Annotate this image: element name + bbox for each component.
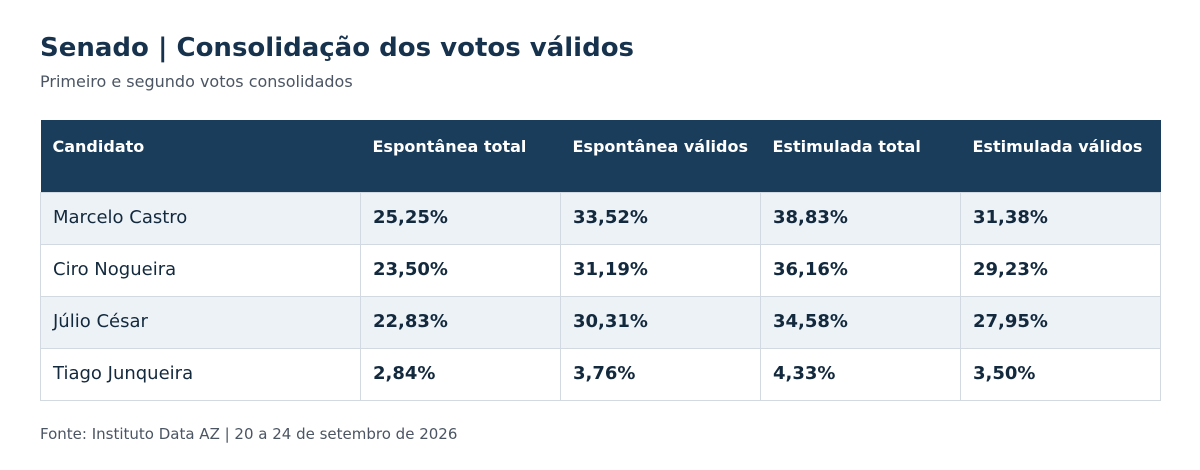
spontaneous-valid-cell: 3,76% [560, 347, 761, 401]
column-header-candidate: Candidato [52, 137, 145, 156]
page-title: Senado | Consolidação dos votos válidos [40, 33, 635, 63]
candidate-name: Tiago Junqueira [40, 347, 361, 401]
stimulated-total-cell: 38,83% [760, 191, 961, 245]
spontaneous-valid-cell: 30,31% [560, 295, 761, 349]
column-header-spontaneous-valid: Espontânea válidos [572, 137, 749, 156]
column-header-stimulated-total: Estimulada total [772, 137, 921, 156]
column-header-spontaneous-total: Espontânea total [372, 137, 527, 156]
page-subtitle: Primeiro e segundo votos consolidados [40, 72, 353, 91]
spontaneous-total-cell: 25,25% [360, 191, 561, 245]
candidate-name: Marcelo Castro [40, 191, 361, 245]
column-header-stimulated-valid: Estimulada válidos [972, 137, 1143, 156]
stimulated-total-cell: 36,16% [760, 243, 961, 297]
source-note: Fonte: Instituto Data AZ | 20 a 24 de se… [40, 425, 458, 443]
stimulated-valid-cell: 3,50% [960, 347, 1161, 401]
results-table: Candidato Espontânea total Espontânea vá… [40, 120, 1161, 401]
spontaneous-valid-cell: 31,19% [560, 243, 761, 297]
spontaneous-total-cell: 22,83% [360, 295, 561, 349]
table-row: Ciro Nogueira 23,50% 31,19% 36,16% 29,23… [40, 243, 1161, 297]
stimulated-total-cell: 4,33% [760, 347, 961, 401]
stimulated-valid-cell: 27,95% [960, 295, 1161, 349]
table-header-row: Candidato Espontânea total Espontânea vá… [40, 120, 1161, 192]
candidate-name: Júlio César [40, 295, 361, 349]
stimulated-valid-cell: 29,23% [960, 243, 1161, 297]
spontaneous-valid-cell: 33,52% [560, 191, 761, 245]
table-row: Júlio César 22,83% 30,31% 34,58% 27,95% [40, 295, 1161, 349]
stimulated-total-cell: 34,58% [760, 295, 961, 349]
table-row: Marcelo Castro 25,25% 33,52% 38,83% 31,3… [40, 191, 1161, 245]
stimulated-valid-cell: 31,38% [960, 191, 1161, 245]
candidate-name: Ciro Nogueira [40, 243, 361, 297]
table-row: Tiago Junqueira 2,84% 3,76% 4,33% 3,50% [40, 347, 1161, 401]
spontaneous-total-cell: 2,84% [360, 347, 561, 401]
spontaneous-total-cell: 23,50% [360, 243, 561, 297]
